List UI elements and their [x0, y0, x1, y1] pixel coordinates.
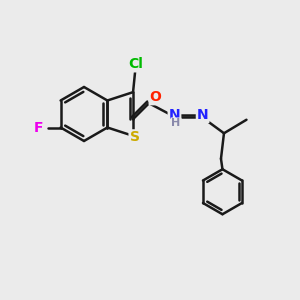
Text: H: H — [171, 118, 181, 128]
Text: N: N — [169, 108, 180, 122]
Text: N: N — [197, 108, 208, 122]
Text: F: F — [34, 121, 43, 134]
Text: S: S — [130, 130, 140, 144]
Text: Cl: Cl — [128, 57, 143, 71]
Text: O: O — [150, 90, 161, 104]
